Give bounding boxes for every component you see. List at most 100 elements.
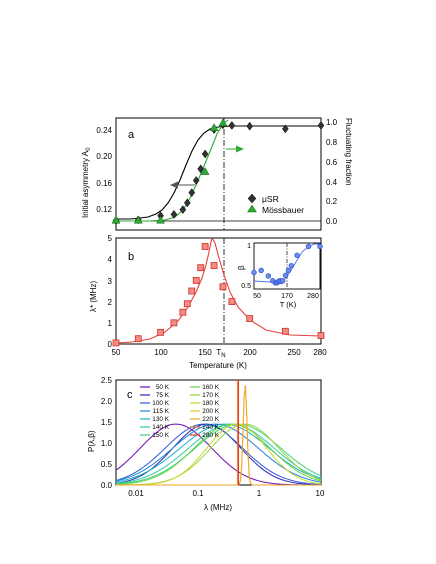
- panel-a-ytick: 0.16: [96, 179, 112, 188]
- beta-point: [258, 267, 264, 274]
- panel-c-x-ticks: 0.01 0.1 1 10: [128, 489, 325, 498]
- panel-c-y-ticks: 0.0 0.5 1.0 1.5 2.0 2.5: [101, 376, 113, 490]
- distribution-curve: [115, 423, 322, 483]
- beta-point: [288, 262, 295, 269]
- musr-point: [201, 149, 209, 159]
- legend-mossbauer: Mössbauer: [262, 205, 304, 215]
- beta-point: [294, 252, 300, 259]
- distribution-curve: [115, 423, 322, 484]
- mossbauer-point: [209, 123, 219, 131]
- panel-b-xtick: 100: [154, 348, 168, 357]
- panel-b-xtick: 200: [243, 348, 257, 357]
- panel-b-ytick: 2: [108, 298, 113, 307]
- legend-diamond-marker: [247, 193, 257, 204]
- musr-point: [188, 188, 196, 198]
- legend-label: 200 K: [202, 408, 219, 415]
- panel-a-ylabel-main: Initial asymmetry A: [81, 150, 90, 218]
- panel-c-ytick: 2.0: [101, 397, 113, 406]
- lambda-point: [170, 319, 178, 327]
- panel-a-y2tick: 1.0: [326, 118, 338, 127]
- legend-musr: μSR: [262, 194, 279, 204]
- legend-label: 100 K: [152, 400, 169, 407]
- panel-a-ylabel-sub: 0: [86, 147, 92, 151]
- mossbauer-point: [156, 215, 165, 224]
- panel-b-xtick: 280: [313, 348, 327, 357]
- panel-b-frame: [115, 237, 322, 345]
- legend-label: 160 K: [202, 384, 219, 391]
- legend-label: 170 K: [202, 392, 219, 399]
- distribution-curve: [116, 423, 322, 485]
- panel-c-xlabel: λ (MHz): [204, 503, 232, 512]
- panel-c-ytick: 0.0: [101, 481, 113, 490]
- panel-a-frame: [115, 117, 322, 231]
- panel-a-arrow-left: [170, 181, 195, 189]
- lambda-point: [157, 328, 164, 336]
- inset-xtick: 170: [281, 293, 293, 300]
- legend-label: 180 K: [202, 400, 219, 407]
- panel-b-inset: 0.5 1 50 170 280 T (K) β: [237, 242, 323, 309]
- panel-b-ytick: 3: [108, 277, 113, 286]
- inset-xlabel: T (K): [280, 300, 297, 309]
- panel-c-xtick: 1: [257, 489, 262, 498]
- inset-points: [251, 243, 323, 286]
- lambda-point: [228, 298, 236, 306]
- legend-label: 220 K: [202, 416, 219, 423]
- inset-ytick: 0.5: [241, 283, 251, 290]
- panel-b-xtick: 150: [198, 348, 212, 357]
- beta-point: [317, 243, 323, 250]
- lambda-point: [219, 283, 227, 291]
- panel-b-ylabel: λ* (MHz): [89, 281, 98, 312]
- panel-a-ylabel: Initial asymmetry A0: [81, 147, 92, 218]
- inset-xtick: 50: [253, 293, 261, 300]
- musr-point: [317, 121, 325, 130]
- panel-b-xlabel: Temperature (K): [189, 361, 247, 370]
- panel-a-y2label: Fluctuating fraction: [344, 118, 353, 186]
- legend-label: 150 K: [152, 432, 169, 439]
- panel-c-label: c: [127, 389, 133, 401]
- panel-a-label: a: [128, 129, 135, 141]
- panel-a-left-ticks: 0.12 0.16 0.20 0.24: [96, 126, 112, 214]
- beta-point: [285, 267, 292, 274]
- lambda-point: [112, 339, 120, 347]
- beta-point: [251, 269, 257, 276]
- tn-label-sub: N: [221, 353, 225, 359]
- mossbauer-point: [200, 167, 210, 175]
- panel-a-ytick: 0.20: [96, 152, 112, 161]
- panel-a-points: [111, 118, 325, 225]
- beta-point: [282, 272, 289, 278]
- lambda-point: [210, 262, 218, 269]
- panel-b-ytick: 0: [108, 340, 113, 349]
- panel-c-ytick: 2.5: [101, 376, 113, 385]
- musr-point: [282, 124, 289, 134]
- distribution-curve: [115, 423, 322, 485]
- lambda-point: [201, 243, 209, 250]
- lambda-point: [183, 300, 191, 308]
- musr-point: [192, 176, 200, 185]
- musr-point: [179, 205, 187, 215]
- panel-a-ytick: 0.12: [96, 205, 112, 214]
- panel-b-y-ticks: 0 1 2 3 4 5: [108, 234, 113, 349]
- distribution-curve: [116, 423, 322, 486]
- legend-label: 75 K: [156, 392, 170, 399]
- panel-c-ylabel: P(λ,β): [87, 430, 96, 452]
- beta-point: [279, 278, 286, 284]
- panel-b-xtick-tn: TN: [216, 348, 225, 359]
- legend-triangle-marker: [247, 204, 257, 213]
- panel-b-ytick: 4: [108, 255, 113, 264]
- distribution-curve: [116, 385, 321, 486]
- mossbauer-point: [133, 215, 143, 224]
- inset-xtick: 280: [307, 293, 319, 300]
- beta-point: [305, 243, 312, 250]
- legend-label: 130 K: [152, 416, 169, 423]
- inset-ylabel: β: [237, 265, 246, 270]
- musr-point: [246, 121, 254, 131]
- panel-a-y2tick: 0.4: [326, 178, 338, 187]
- musr-point: [183, 198, 191, 208]
- legend-label: 240 K: [202, 424, 219, 431]
- panel-b-xtick: 250: [287, 348, 301, 357]
- legend-label: 280 K: [202, 432, 219, 439]
- panel-c-curves: [115, 380, 322, 486]
- musr-point: [197, 164, 204, 174]
